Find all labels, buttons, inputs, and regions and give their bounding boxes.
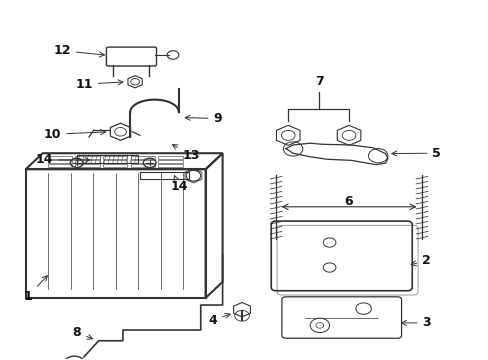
Text: 11: 11 (75, 78, 122, 91)
Text: 10: 10 (43, 128, 105, 141)
Bar (103, 160, 127, 163)
Bar (75, 156, 100, 159)
Text: 13: 13 (172, 144, 199, 162)
Bar (158, 160, 183, 163)
Bar (103, 156, 127, 159)
Bar (130, 160, 155, 163)
Bar (75, 160, 100, 163)
Text: 2: 2 (410, 254, 430, 267)
Text: 7: 7 (315, 75, 324, 88)
Bar (47, 160, 72, 163)
Text: 4: 4 (208, 314, 230, 327)
Text: 12: 12 (53, 44, 104, 57)
Bar (158, 156, 183, 159)
Text: 5: 5 (391, 147, 440, 160)
Text: 14: 14 (35, 153, 90, 166)
Bar (47, 156, 72, 159)
Text: 1: 1 (24, 276, 47, 303)
Bar (47, 164, 72, 167)
Bar (140, 172, 188, 179)
Text: 3: 3 (401, 316, 430, 329)
Bar (130, 164, 155, 167)
Text: 9: 9 (185, 112, 222, 125)
Bar (158, 164, 183, 167)
Bar (75, 164, 100, 167)
Bar (77, 155, 137, 163)
Text: 14: 14 (170, 176, 187, 193)
Text: 8: 8 (72, 327, 92, 339)
Bar (130, 156, 155, 159)
Text: 6: 6 (344, 195, 353, 208)
Bar (103, 164, 127, 167)
